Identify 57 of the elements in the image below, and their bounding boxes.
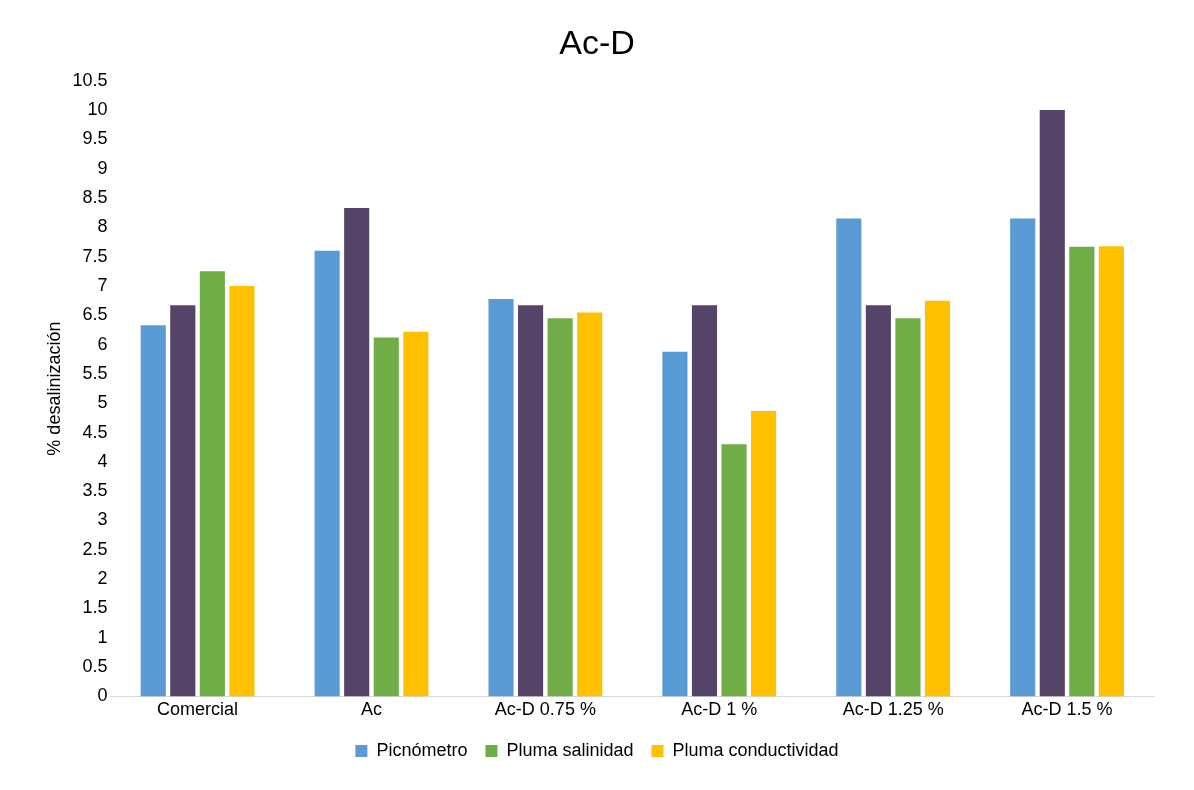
bar bbox=[865, 305, 891, 697]
bar bbox=[691, 305, 718, 697]
bar bbox=[1069, 246, 1095, 697]
y-tick-label: 3.5 bbox=[82, 480, 108, 501]
y-tick-label: 5 bbox=[97, 392, 108, 413]
x-tick-label: Ac-D 1.25 % bbox=[842, 699, 944, 720]
bar bbox=[662, 351, 688, 697]
legend-label: Pluma salinidad bbox=[506, 739, 634, 760]
bar bbox=[1039, 110, 1065, 697]
bar bbox=[314, 250, 340, 697]
bar bbox=[488, 298, 514, 697]
bar bbox=[577, 312, 603, 697]
y-tick-label: 10.5 bbox=[72, 69, 108, 90]
y-tick-label: 7 bbox=[97, 274, 108, 295]
y-tick-label: 2.5 bbox=[82, 538, 108, 559]
y-tick-label: 1 bbox=[97, 626, 108, 647]
y-tick-label: 1.5 bbox=[82, 597, 108, 618]
bar bbox=[199, 271, 225, 697]
bar bbox=[518, 305, 544, 697]
y-tick-label: 4.5 bbox=[82, 421, 108, 442]
x-tick-label: Comercial bbox=[157, 699, 239, 720]
legend-label: Picnómetro bbox=[376, 739, 468, 760]
y-tick-label: 8.5 bbox=[82, 187, 108, 208]
chart-title: Ac-D bbox=[559, 22, 635, 61]
bar bbox=[1098, 246, 1124, 697]
bar bbox=[836, 218, 862, 697]
bar bbox=[924, 300, 951, 697]
bar bbox=[721, 444, 747, 697]
bar bbox=[140, 325, 166, 697]
x-tick-label: Ac-D 1 % bbox=[681, 699, 758, 720]
y-tick-label: 3 bbox=[97, 509, 108, 530]
y-tick-label: 9.5 bbox=[82, 128, 108, 149]
y-tick-label: 7.5 bbox=[82, 245, 108, 266]
bar bbox=[403, 331, 429, 697]
legend-label: Pluma conductividad bbox=[672, 739, 839, 760]
y-tick-label: 5.5 bbox=[82, 362, 108, 383]
y-tick-label: 0 bbox=[97, 685, 108, 706]
y-tick-label: 10 bbox=[87, 99, 108, 120]
bar bbox=[344, 208, 370, 697]
y-tick-label: 8 bbox=[97, 216, 108, 237]
y-axis-title: % desalinización bbox=[43, 321, 64, 456]
bar bbox=[895, 318, 921, 697]
y-tick-label: 4 bbox=[97, 450, 108, 471]
x-tick-label: Ac-D 1.5 % bbox=[1021, 699, 1113, 720]
y-tick-label: 2 bbox=[97, 568, 108, 589]
x-tick-label: Ac-D 0.75 % bbox=[494, 699, 596, 720]
bar bbox=[229, 286, 255, 697]
bar bbox=[751, 410, 777, 697]
y-tick-label: 6.5 bbox=[82, 304, 108, 325]
bar bbox=[547, 318, 573, 697]
bar bbox=[1010, 218, 1036, 697]
y-tick-label: 9 bbox=[97, 157, 108, 178]
x-tick-label: Ac bbox=[360, 699, 382, 720]
y-tick-label: 0.5 bbox=[82, 656, 108, 677]
bar bbox=[170, 305, 196, 697]
y-tick-label: 6 bbox=[97, 333, 108, 354]
bar bbox=[373, 337, 399, 697]
